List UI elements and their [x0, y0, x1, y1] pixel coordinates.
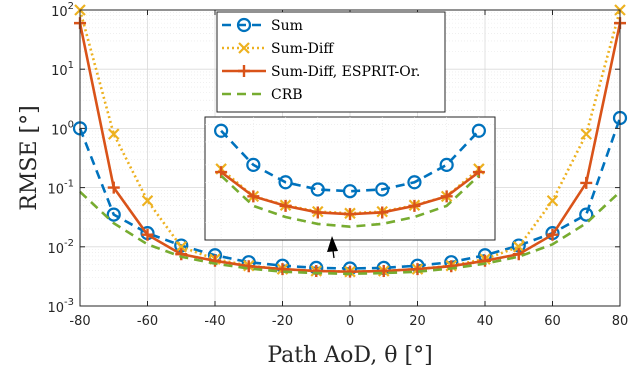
inset-data-point [342, 184, 358, 199]
legend-label: Sum-Diff [271, 41, 334, 57]
data-point [580, 128, 593, 140]
y-tick-label: 10-2 [47, 238, 74, 257]
inset-data-point [376, 206, 389, 219]
y-axis-label: RMSE [°] [17, 105, 42, 210]
inset-data-point [246, 157, 261, 172]
x-tick-label: 20 [409, 314, 426, 329]
inset-data-point [408, 199, 421, 212]
data-point [310, 265, 323, 278]
y-tick-label: 101 [51, 60, 74, 79]
data-point [276, 263, 289, 276]
y-tick-label: 10-1 [47, 179, 74, 198]
data-point [141, 228, 154, 241]
inset-data-point [247, 190, 260, 203]
x-tick-label: 0 [346, 314, 354, 329]
y-tick-labels: 10-3 10-2 10-1 100 101 102 [47, 1, 74, 316]
inset-series-sum [214, 123, 486, 199]
inset-series-sum-diff-esprit-or- [215, 166, 485, 221]
x-axis-label: Path AoD, θ [°] [267, 343, 432, 368]
data-point [106, 207, 121, 222]
data-point [242, 260, 255, 273]
data-point [579, 207, 594, 222]
legend-entry: CRB [222, 87, 303, 103]
y-tick-label: 100 [51, 119, 74, 138]
inset-data-point [407, 175, 422, 190]
x-tick-label: -80 [69, 314, 90, 329]
inset-series-layer [214, 123, 486, 228]
x-tick-label: -20 [272, 314, 293, 329]
legend-label: Sum [271, 18, 303, 34]
data-point [411, 263, 424, 276]
inset-data-point [278, 175, 293, 190]
x-tick-label: -40 [204, 314, 225, 329]
series-layer [72, 4, 628, 278]
series-line [79, 190, 621, 276]
inset-data-point [344, 208, 356, 221]
legend: Sum Sum-Diff Sum-Diff, ESPRIT-Or. CRB [216, 11, 446, 113]
inset-series-crb [220, 174, 480, 228]
series-crb [79, 190, 621, 276]
legend-entry: Sum-Diff [222, 41, 334, 57]
data-point [546, 194, 559, 207]
x-tick-label: -60 [137, 314, 158, 329]
inset-data-point [471, 123, 486, 138]
data-point [445, 260, 458, 273]
legend-entry: Sum-Diff, ESPRIT-Or. [222, 64, 420, 80]
data-point [344, 265, 356, 278]
y-tick-label: 10-3 [47, 297, 74, 316]
legend-label: Sum-Diff, ESPRIT-Or. [271, 64, 420, 80]
inset-data-point [310, 182, 325, 197]
inset-data-point [440, 190, 453, 203]
series-sum-diff-esprit-or- [74, 17, 626, 278]
legend-marker [236, 17, 252, 33]
series-line [78, 9, 622, 273]
data-point [107, 128, 120, 140]
inset-data-point [439, 157, 454, 172]
x-tick-labels: -80 -60 -40 -20 0 20 40 60 80 [69, 314, 628, 329]
data-point [175, 241, 188, 253]
legend-marker [238, 65, 250, 77]
data-point [512, 241, 525, 253]
inset-data-point [279, 199, 292, 212]
legend-marker [238, 42, 250, 54]
legend-entry: Sum [222, 17, 303, 34]
ticks [79, 9, 621, 307]
inset-data-point [311, 206, 324, 219]
inset-data-point [375, 182, 390, 197]
zoom-arrow [327, 236, 338, 259]
data-point [580, 176, 593, 189]
data-point [107, 181, 120, 194]
y-tick-label: 102 [51, 1, 74, 20]
data-point [141, 194, 154, 207]
inset-series-line [220, 174, 480, 228]
inset-zoom [204, 116, 496, 241]
data-point [377, 265, 390, 278]
data-point [175, 248, 188, 261]
x-tick-label: 40 [477, 314, 494, 329]
inset-data-point [214, 123, 229, 138]
data-point [546, 228, 559, 241]
x-tick-label: 60 [544, 314, 561, 329]
x-tick-label: 80 [612, 314, 629, 329]
legend-label: CRB [271, 87, 303, 103]
